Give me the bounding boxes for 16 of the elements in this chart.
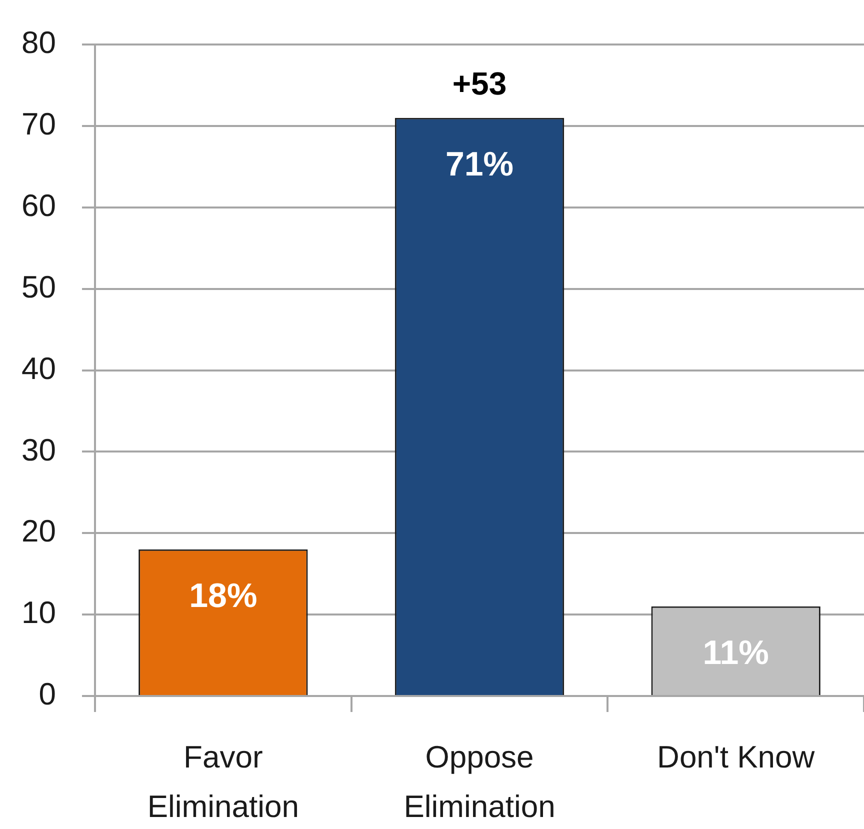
x-tick-label: Oppose Elimination bbox=[404, 739, 556, 824]
y-tick-label: 10 bbox=[22, 595, 56, 630]
y-tick-label: 60 bbox=[22, 188, 56, 223]
y-tick-label: 0 bbox=[38, 676, 56, 712]
x-tick-label: Don't Know bbox=[657, 739, 816, 774]
y-tick-label: 70 bbox=[22, 106, 56, 142]
y-tick-label: 80 bbox=[22, 25, 56, 60]
y-tick-label: 30 bbox=[22, 432, 56, 468]
y-tick-label: 20 bbox=[22, 514, 56, 549]
data-label: 11% bbox=[702, 634, 769, 672]
data-label: 18% bbox=[189, 576, 258, 615]
y-tick-label: 50 bbox=[22, 269, 56, 304]
x-tick-label: Favor Elimination bbox=[147, 739, 299, 824]
data-label: 71% bbox=[445, 145, 514, 184]
annotation: +53 bbox=[452, 66, 507, 102]
y-tick-label: 40 bbox=[22, 350, 56, 386]
